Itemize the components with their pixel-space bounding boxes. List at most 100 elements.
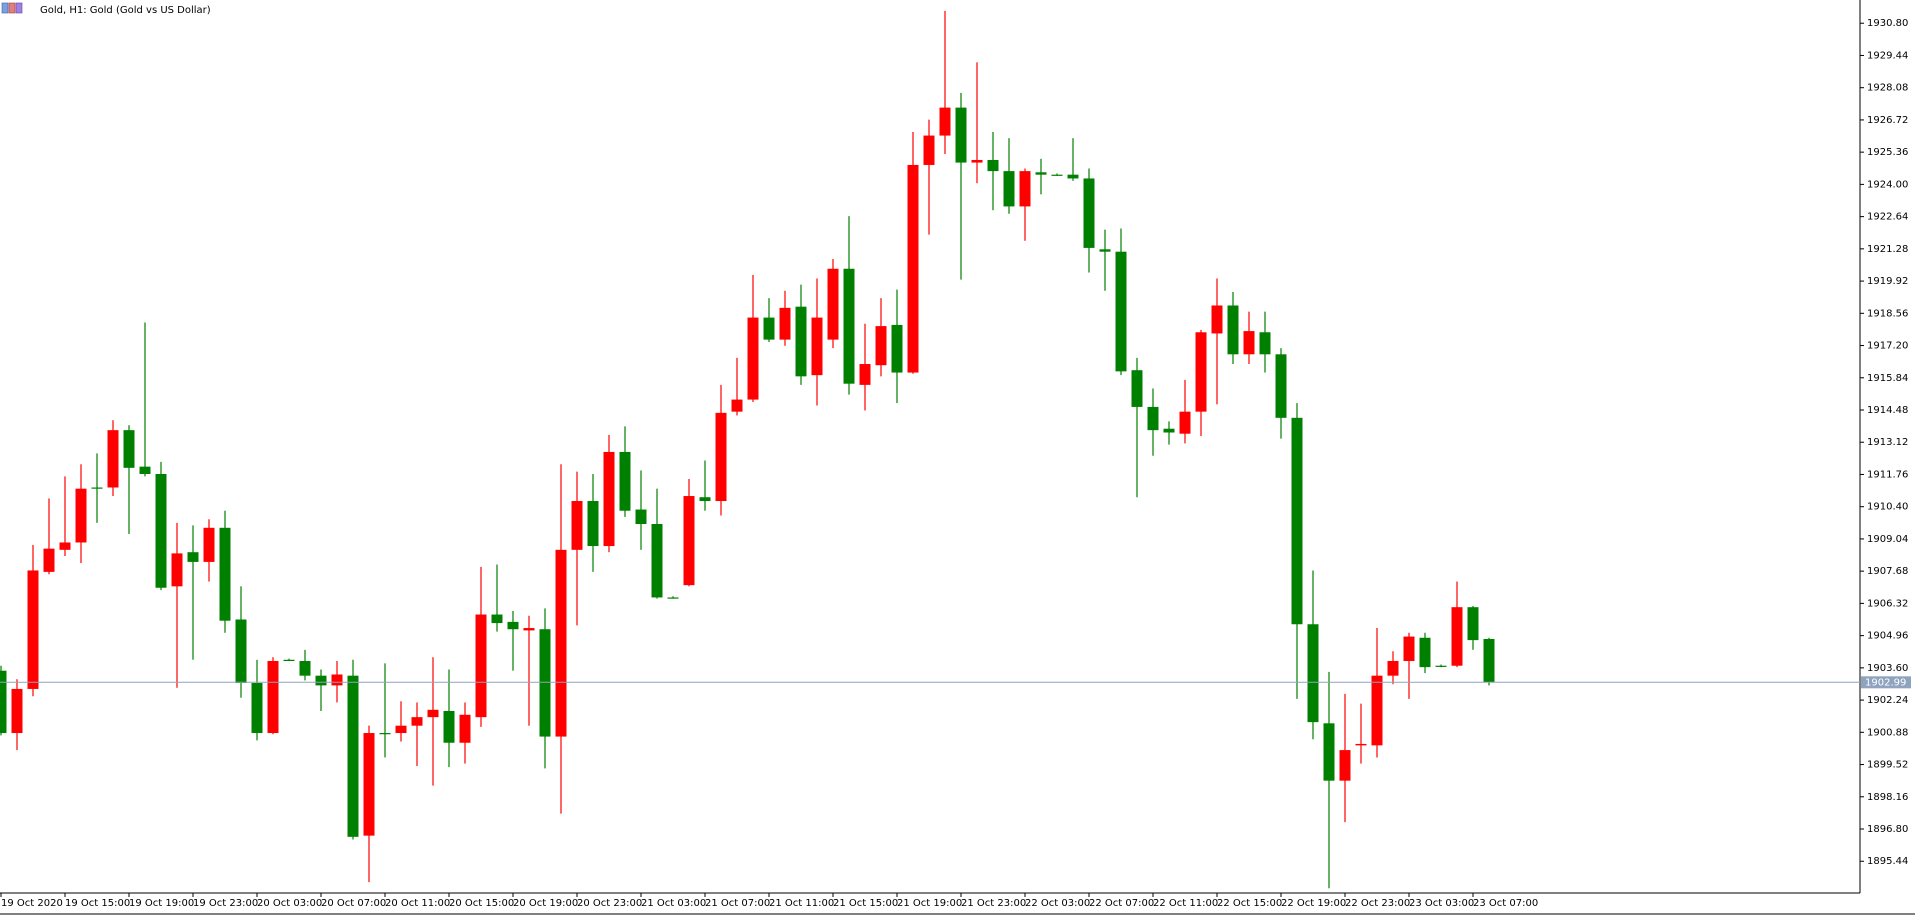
candle-body xyxy=(1435,665,1447,667)
candle-body xyxy=(587,501,599,547)
candle-body xyxy=(203,527,215,562)
x-tick-label: 22 Oct 19:00 xyxy=(1281,898,1346,909)
candle-body xyxy=(107,430,119,488)
candle-body xyxy=(955,107,967,163)
candle-body xyxy=(427,709,439,718)
candle-body xyxy=(1483,638,1495,683)
y-tick-label: 1910.40 xyxy=(1867,502,1908,513)
candle-body xyxy=(1099,249,1111,252)
x-tick-label: 19 Oct 23:00 xyxy=(193,898,258,909)
candle-body xyxy=(1115,251,1127,372)
candle-body xyxy=(475,614,487,718)
candle-body xyxy=(1227,305,1239,355)
y-tick-label: 1906.32 xyxy=(1867,598,1908,609)
candle-body xyxy=(171,553,183,587)
y-tick-label: 1926.72 xyxy=(1867,115,1908,126)
candle-body xyxy=(1419,637,1431,668)
candle-body xyxy=(715,412,727,502)
candle-body xyxy=(523,628,535,631)
x-tick-label: 22 Oct 03:00 xyxy=(1025,898,1090,909)
y-tick-label: 1909.04 xyxy=(1867,534,1908,545)
candle-body xyxy=(1131,370,1143,407)
candle-body xyxy=(603,451,615,547)
candle-body xyxy=(315,675,327,686)
y-tick-label: 1903.60 xyxy=(1867,663,1908,674)
chart-title: Gold, H1: Gold (Gold vs US Dollar) xyxy=(40,5,211,16)
candle-body xyxy=(11,688,23,734)
candle-body xyxy=(1035,172,1047,175)
candle-body xyxy=(891,324,903,373)
candle-body xyxy=(1259,332,1271,355)
candle-body xyxy=(59,542,71,550)
candle-body xyxy=(299,660,311,676)
candle-body xyxy=(235,619,247,684)
y-tick-label: 1919.92 xyxy=(1867,276,1908,287)
candle-body xyxy=(683,496,695,586)
y-tick-label: 1896.80 xyxy=(1867,824,1908,835)
y-tick-label: 1902.24 xyxy=(1867,695,1908,706)
chart-icon xyxy=(1,2,23,14)
current-price-label: 1902.99 xyxy=(1865,677,1906,688)
y-tick-label: 1913.12 xyxy=(1867,437,1908,448)
candle-body xyxy=(1275,354,1287,418)
candle-body xyxy=(347,675,359,837)
x-tick-label: 21 Oct 15:00 xyxy=(833,898,898,909)
candle-body xyxy=(811,317,823,376)
y-tick-label: 1904.96 xyxy=(1867,631,1908,642)
candle-body xyxy=(667,597,679,599)
x-tick-label: 21 Oct 19:00 xyxy=(897,898,962,909)
x-tick-label: 21 Oct 07:00 xyxy=(705,898,770,909)
candle-body xyxy=(763,317,775,340)
y-tick-label: 1895.44 xyxy=(1867,856,1908,867)
candle-body xyxy=(331,674,343,686)
y-tick-label: 1917.20 xyxy=(1867,341,1908,352)
x-tick-label: 19 Oct 15:00 xyxy=(65,898,130,909)
y-tick-label: 1921.28 xyxy=(1867,244,1908,255)
candle-body xyxy=(699,497,711,502)
candle-body xyxy=(1083,178,1095,248)
candle-body xyxy=(875,326,887,366)
y-tick-label: 1900.88 xyxy=(1867,727,1908,738)
y-tick-label: 1914.48 xyxy=(1867,405,1908,416)
x-tick-label: 22 Oct 23:00 xyxy=(1345,898,1410,909)
y-tick-label: 1928.08 xyxy=(1867,83,1908,94)
candle-body xyxy=(491,614,503,624)
x-tick-label: 21 Oct 23:00 xyxy=(961,898,1026,909)
candle-body xyxy=(971,159,983,163)
x-tick-label: 20 Oct 03:00 xyxy=(257,898,322,909)
candle-body xyxy=(747,317,759,400)
candle-body xyxy=(1371,675,1383,746)
candle-body xyxy=(1403,636,1415,661)
y-tick-label: 1922.64 xyxy=(1867,212,1908,223)
candle-body xyxy=(1243,331,1255,355)
candle-body xyxy=(731,399,743,412)
candle-body xyxy=(907,164,919,373)
y-tick-label: 1899.52 xyxy=(1867,760,1908,771)
y-tick-label: 1898.16 xyxy=(1867,792,1908,803)
x-tick-label: 23 Oct 03:00 xyxy=(1409,898,1474,909)
candle-body xyxy=(139,466,151,474)
candle-body xyxy=(395,725,407,734)
candle-body xyxy=(1003,171,1015,207)
candle-body xyxy=(0,670,7,734)
candle-body xyxy=(1307,624,1319,723)
x-tick-label: 22 Oct 11:00 xyxy=(1153,898,1218,909)
candle-body xyxy=(859,364,871,385)
candle-body xyxy=(939,107,951,136)
candle-body xyxy=(363,733,375,836)
x-tick-label: 20 Oct 15:00 xyxy=(449,898,514,909)
candle-body xyxy=(411,717,423,726)
candle-body xyxy=(155,473,167,588)
candle-body xyxy=(1339,750,1351,781)
x-tick-label: 20 Oct 07:00 xyxy=(321,898,386,909)
candle-body xyxy=(1387,660,1399,676)
x-tick-label: 21 Oct 11:00 xyxy=(769,898,834,909)
x-tick-label: 20 Oct 19:00 xyxy=(513,898,578,909)
candle-body xyxy=(619,451,631,511)
candle-body xyxy=(827,268,839,340)
candle-body xyxy=(779,307,791,340)
candle-body xyxy=(1051,174,1063,176)
candle-body xyxy=(555,549,567,737)
y-tick-label: 1924.00 xyxy=(1867,179,1908,190)
candle-body xyxy=(43,548,55,572)
